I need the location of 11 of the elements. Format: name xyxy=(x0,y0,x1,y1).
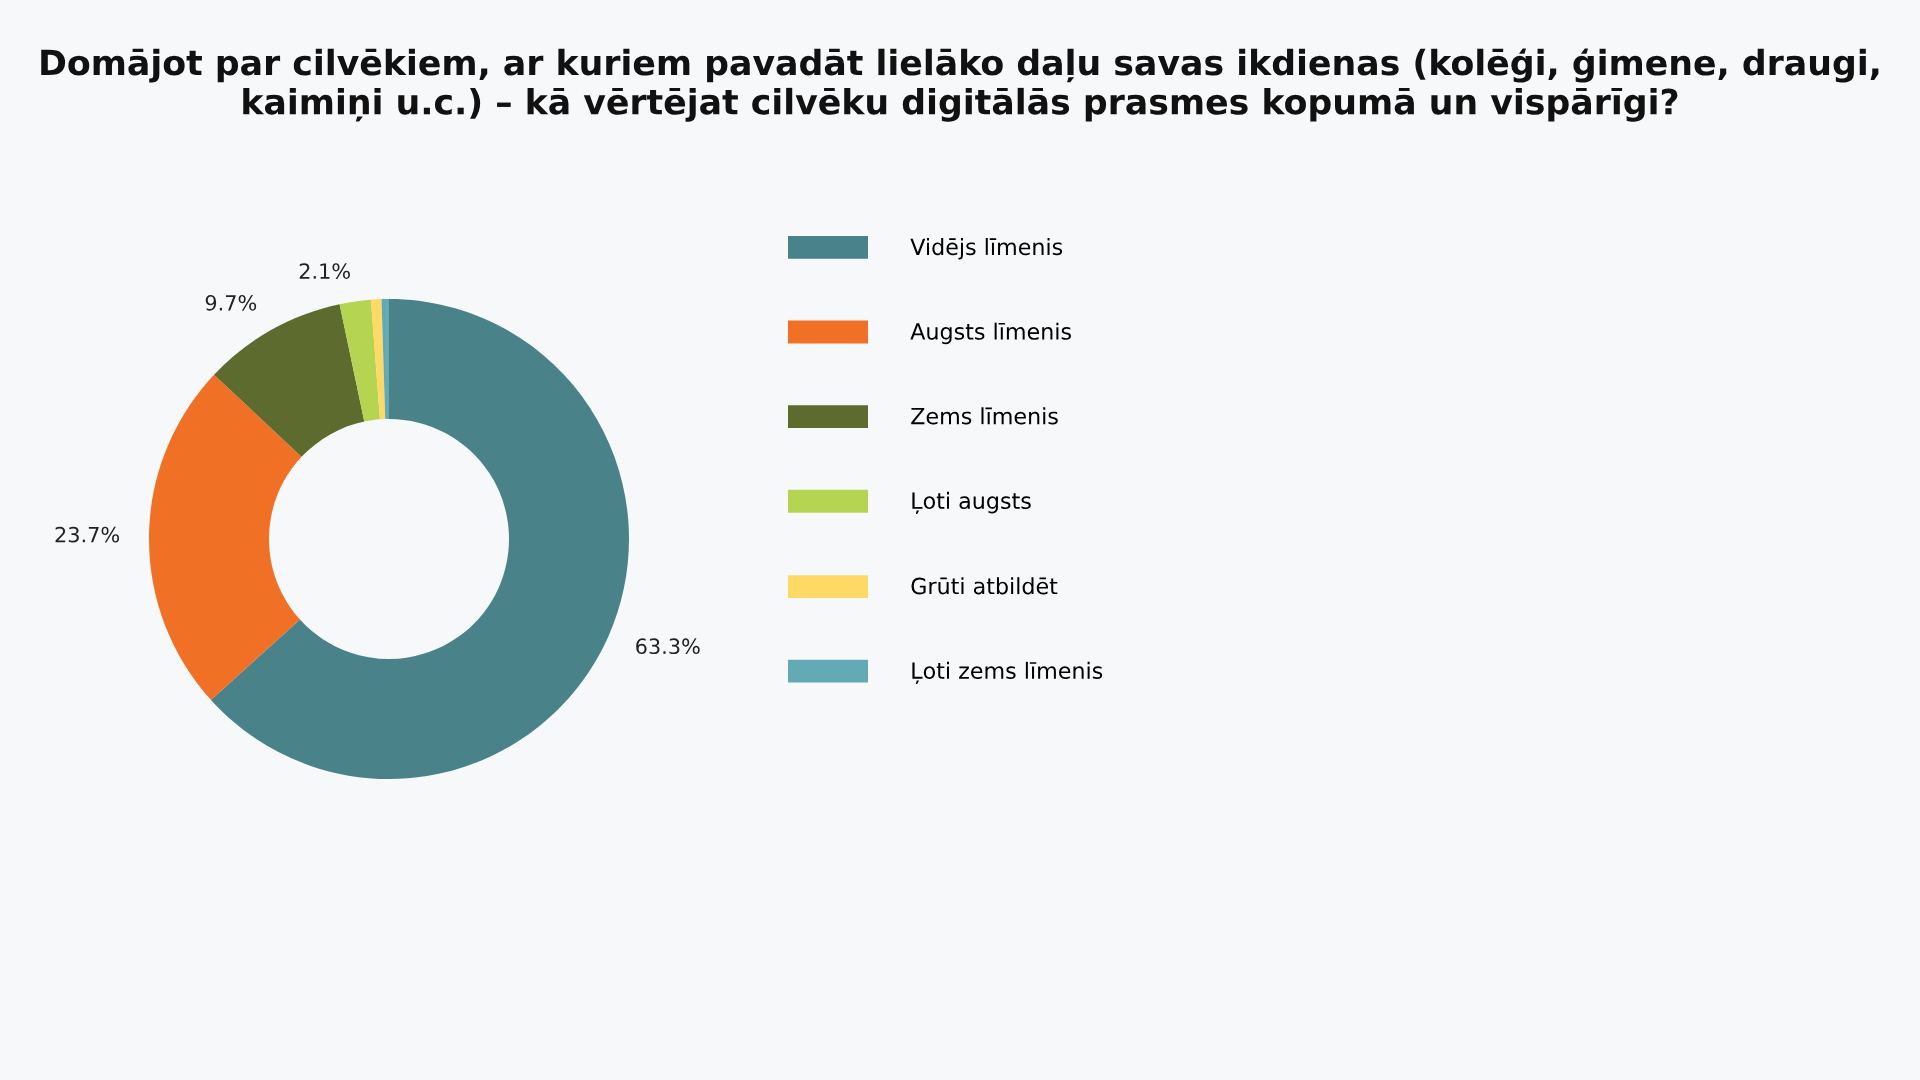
data-label: 2.1% xyxy=(299,263,350,279)
legend-label: Vidējs līmenis xyxy=(910,238,1063,260)
legend-label: Ļoti zems līmenis xyxy=(912,661,1103,685)
legend-label: Zems līmenis xyxy=(911,407,1058,425)
legend-label: Ļoti augsts xyxy=(912,491,1031,515)
chart-title: Domājot par cilvēkiem, ar kuriem pavadāt lielāko daļu savas ikdienas (kolēģi, ģimene, draugi, kaimiņi u.c.) – kā vērtējat cilvēku digitālās prasmes kopumā un vispārīgi? xyxy=(41,48,1879,122)
data-label: 23.7% xyxy=(55,526,120,543)
data-label: 9.7% xyxy=(205,294,257,311)
data-label: 63.3% xyxy=(636,638,700,655)
legend-label: Grūti atbildēt xyxy=(911,577,1058,595)
legend-label: Augsts līmenis xyxy=(910,322,1071,345)
